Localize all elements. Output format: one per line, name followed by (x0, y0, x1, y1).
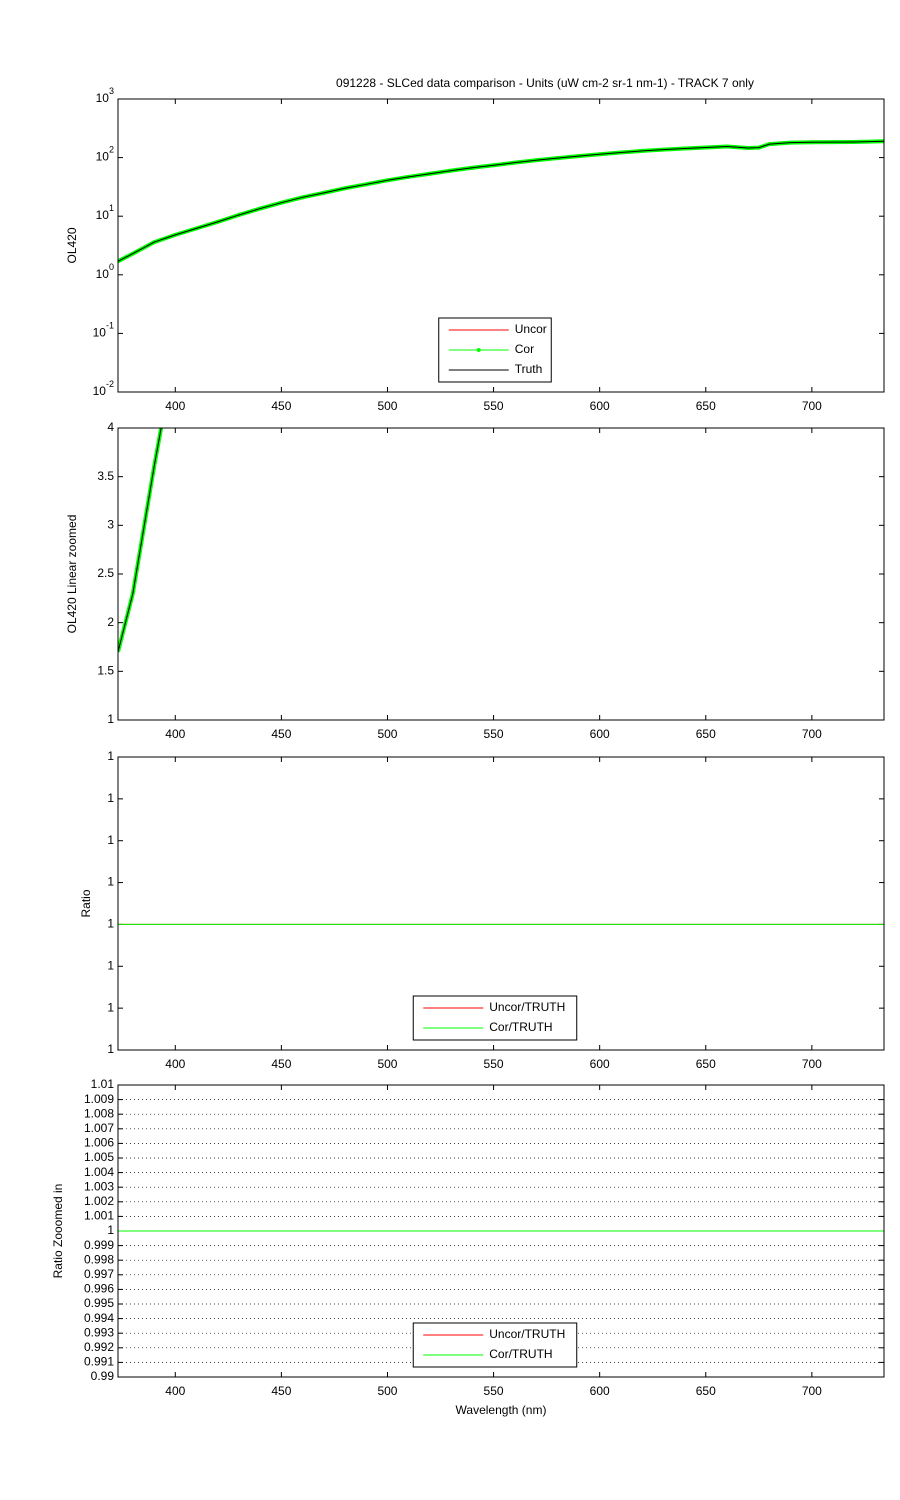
x-tick-label: 500 (377, 1384, 397, 1398)
y-tick-label: 1 (107, 1000, 114, 1014)
x-tick-label: 650 (696, 399, 716, 413)
legend-label: Uncor (515, 322, 547, 336)
y-tick-label: 1.01 (91, 1077, 115, 1091)
x-tick-label: 500 (377, 399, 397, 413)
x-tick-label: 700 (802, 1384, 822, 1398)
series-line (118, 140, 884, 262)
x-tick-label: 450 (271, 1384, 291, 1398)
x-tick-label: 700 (802, 1057, 822, 1071)
legend-label: Cor (515, 342, 534, 356)
x-tick-label: 600 (590, 399, 610, 413)
x-tick-label: 450 (271, 399, 291, 413)
y-tick-label: 1.5 (97, 664, 114, 678)
y-tick-label: 1.008 (84, 1106, 114, 1120)
y-axis-label: Ratio Zooomed in (51, 1184, 65, 1279)
y-tick-label: 0.996 (84, 1282, 114, 1296)
y-tick-label: 0.998 (84, 1252, 114, 1266)
x-tick-label: 650 (696, 1384, 716, 1398)
plot-area (118, 139, 884, 264)
x-tick-label: 700 (802, 399, 822, 413)
y-tick-label: 3 (107, 518, 114, 532)
legend-box (412, 1322, 578, 1368)
y-tick-label: 10-1 (93, 321, 114, 340)
axes-frame (117, 756, 885, 1051)
legend-label: Uncor/TRUTH (489, 1000, 565, 1014)
x-tick-label: 600 (590, 1057, 610, 1071)
y-tick-label: 1.001 (84, 1209, 114, 1223)
y-tick-label: 1 (107, 1042, 114, 1056)
y-tick-label: 0.99 (91, 1369, 115, 1383)
y-tick-label: 1 (107, 917, 114, 931)
x-tick-label: 650 (696, 1057, 716, 1071)
x-tick-label: 550 (484, 1384, 504, 1398)
legend-box (412, 995, 578, 1041)
y-tick-label: 1.003 (84, 1179, 114, 1193)
y-tick-label: 2 (107, 615, 114, 629)
y-tick-label: 0.997 (84, 1267, 114, 1281)
y-axis-label: Ratio (79, 889, 93, 917)
legend-label: Cor/TRUTH (489, 1020, 552, 1034)
y-tick-label: 2.5 (97, 566, 114, 580)
x-tick-label: 500 (377, 1057, 397, 1071)
x-tick-label: 450 (271, 727, 291, 741)
y-tick-label: 10-2 (93, 379, 114, 398)
y-tick-label: 1 (107, 833, 114, 847)
x-tick-label: 450 (271, 1057, 291, 1071)
x-tick-label: 650 (696, 727, 716, 741)
axes-background (118, 428, 884, 720)
x-tick-label: 700 (802, 727, 822, 741)
y-tick-label: 1.007 (84, 1121, 114, 1135)
y-tick-label: 0.999 (84, 1238, 114, 1252)
y-tick-label: 0.991 (84, 1355, 114, 1369)
chart-title: 091228 - SLCed data comparison - Units (… (336, 76, 754, 90)
y-tick-label: 1 (107, 958, 114, 972)
x-tick-label: 550 (484, 1057, 504, 1071)
y-tick-label: 1.009 (84, 1092, 114, 1106)
y-tick-label: 1.005 (84, 1150, 114, 1164)
y-tick-label: 101 (96, 204, 114, 223)
y-axis-label: OL420 Linear zoomed (65, 515, 79, 634)
y-tick-label: 0.994 (84, 1311, 114, 1325)
y-tick-label: 0.995 (84, 1296, 114, 1310)
legend-label: Truth (515, 362, 543, 376)
y-tick-label: 1 (107, 791, 114, 805)
x-tick-label: 400 (165, 1384, 185, 1398)
x-tick-label: 550 (484, 727, 504, 741)
x-tick-label: 550 (484, 399, 504, 413)
axes-frame (117, 1084, 885, 1378)
y-tick-label: 103 (96, 86, 114, 105)
legend-label: Uncor/TRUTH (489, 1327, 565, 1341)
x-tick-label: 600 (590, 727, 610, 741)
y-tick-label: 0.992 (84, 1340, 114, 1354)
y-tick-label: 3.5 (97, 469, 114, 483)
x-tick-label: 500 (377, 727, 397, 741)
legend-marker (476, 348, 481, 352)
axes-frame (117, 427, 885, 721)
y-tick-label: 1.002 (84, 1194, 114, 1208)
y-tick-label: 1 (107, 1223, 114, 1237)
y-tick-label: 100 (96, 262, 114, 281)
x-tick-label: 400 (165, 399, 185, 413)
y-tick-label: 1 (107, 875, 114, 889)
x-tick-label: 400 (165, 727, 185, 741)
y-tick-label: 1.006 (84, 1136, 114, 1150)
y-tick-label: 4 (107, 420, 114, 434)
y-tick-label: 1 (107, 749, 114, 763)
y-tick-label: 1.004 (84, 1165, 114, 1179)
y-tick-label: 1 (107, 712, 114, 726)
legend-label: Cor/TRUTH (489, 1347, 552, 1361)
y-axis-label: OL420 (65, 227, 79, 263)
x-tick-label: 600 (590, 1384, 610, 1398)
x-tick-label: 400 (165, 1057, 185, 1071)
x-axis-label: Wavelength (nm) (456, 1403, 547, 1417)
axes-frame (117, 98, 885, 393)
y-tick-label: 0.993 (84, 1325, 114, 1339)
y-tick-label: 102 (96, 145, 114, 164)
